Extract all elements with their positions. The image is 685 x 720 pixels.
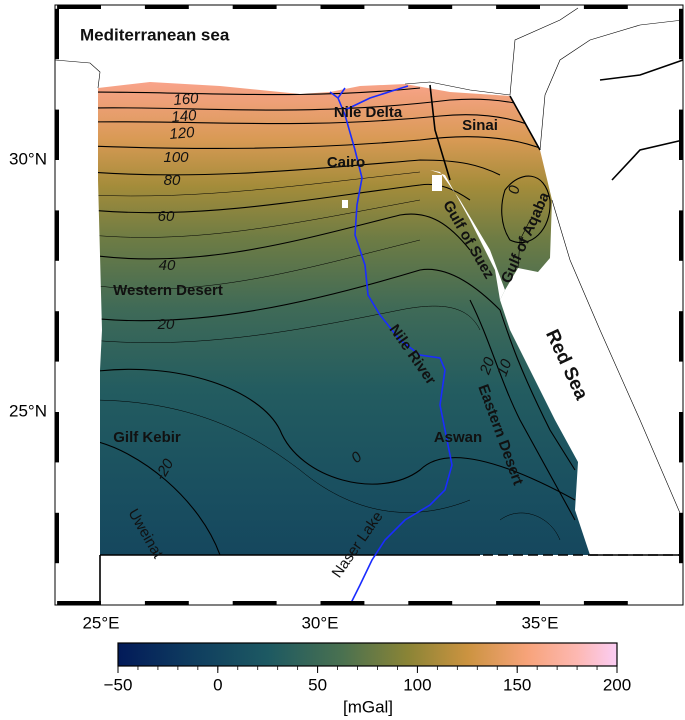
frame-segment bbox=[679, 8, 683, 60]
contours bbox=[98, 87, 576, 555]
frame-segment bbox=[57, 5, 101, 9]
y-tick-label: 30°N bbox=[9, 149, 47, 168]
x-tick-label: 30°E bbox=[301, 613, 338, 632]
nile-river bbox=[329, 85, 453, 606]
frame-segment bbox=[55, 8, 59, 60]
frame-segment bbox=[144, 601, 189, 605]
contour-label: 100 bbox=[163, 149, 189, 166]
coastline bbox=[54, 7, 684, 521]
frame-segment bbox=[55, 210, 59, 261]
frame-segment bbox=[232, 601, 277, 605]
colorbar bbox=[117, 642, 618, 667]
contour-label: 10 bbox=[494, 356, 516, 378]
frame-segment bbox=[55, 512, 59, 564]
map-frame bbox=[54, 4, 684, 606]
frame-segment bbox=[55, 109, 59, 160]
frame-segment bbox=[57, 601, 101, 605]
frame-ticks bbox=[55, 5, 683, 605]
frame-segment bbox=[320, 601, 365, 605]
colorbar-tick-label: −50 bbox=[104, 675, 133, 694]
colorbar-tick-label: 0 bbox=[213, 675, 222, 694]
frame-segment bbox=[679, 412, 683, 463]
contour-label: 160 bbox=[173, 90, 200, 109]
frame-segment bbox=[320, 5, 365, 9]
frame-segment bbox=[408, 601, 453, 605]
sea-label: Mediterranean sea bbox=[80, 25, 230, 44]
frame-segment bbox=[408, 5, 453, 9]
map-area bbox=[54, 5, 684, 606]
contour-label: 0 bbox=[505, 184, 523, 196]
frame-segment bbox=[679, 512, 683, 564]
contour-label: 40 bbox=[159, 257, 176, 274]
data-gap bbox=[432, 175, 442, 191]
contour-label: 140 bbox=[171, 107, 198, 126]
colorbar-tick-label: 100 bbox=[403, 675, 431, 694]
place-label: Sinai bbox=[462, 117, 498, 134]
frame-segment bbox=[679, 210, 683, 261]
frame-segment bbox=[679, 109, 683, 160]
place-label: Aswan bbox=[434, 429, 482, 446]
data-gap bbox=[342, 200, 348, 208]
place-label: Gilf Kebir bbox=[113, 429, 181, 446]
place-label: Nile Delta bbox=[334, 104, 403, 121]
frame-segment bbox=[55, 412, 59, 463]
x-tick-label: 35°E bbox=[521, 613, 558, 632]
y-tick-label: 25°N bbox=[9, 401, 47, 420]
contour-label: 60 bbox=[158, 208, 175, 225]
gravity-field bbox=[98, 82, 590, 555]
place-label: Cairo bbox=[327, 154, 365, 171]
place-label: Western Desert bbox=[113, 282, 223, 299]
frame-segment bbox=[679, 311, 683, 362]
contour-label: 120 bbox=[169, 124, 196, 143]
contour-label: 20 bbox=[157, 316, 175, 333]
frame-segment bbox=[232, 5, 277, 9]
contour-label: 20 bbox=[476, 354, 498, 377]
frame-segment bbox=[583, 601, 628, 605]
frame-segment bbox=[496, 5, 540, 9]
frame-segment bbox=[496, 601, 540, 605]
colorbar-label: [mGal] bbox=[343, 697, 393, 716]
colorbar-tick-label: 200 bbox=[603, 675, 631, 694]
frame-segment bbox=[583, 5, 628, 9]
frame-segment bbox=[144, 5, 189, 9]
contour-label: 80 bbox=[164, 172, 181, 189]
colorbar-tick-label: 50 bbox=[308, 675, 327, 694]
frame-segment bbox=[55, 311, 59, 362]
x-tick-label: 25°E bbox=[82, 613, 119, 632]
colorbar-tick-label: 150 bbox=[503, 675, 531, 694]
